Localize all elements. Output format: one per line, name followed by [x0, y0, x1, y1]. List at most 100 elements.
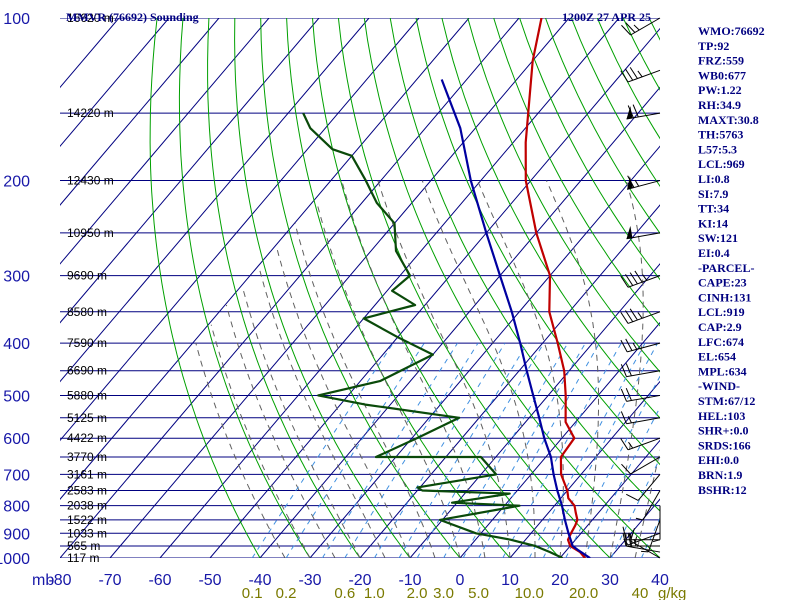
wind-barb-half-flag [628, 532, 632, 540]
height-label: 16620 m [67, 11, 114, 25]
wind-barb-flag [620, 411, 627, 424]
wind-barb-staff [626, 370, 661, 378]
wind-barb-pennant [627, 176, 633, 190]
temperature-tick-label: -50 [198, 572, 221, 589]
mixing-ratio-line [344, 342, 479, 558]
dry-adiabat-line [519, 18, 660, 281]
moist-adiabat-line [609, 180, 644, 558]
wind-barb-flag [627, 105, 634, 118]
height-label: 6690 m [67, 364, 107, 378]
mixing-ratio-label: 20.0 [569, 585, 598, 600]
index-line: CAPE:23 [698, 276, 747, 290]
wind-barb-flag [625, 22, 636, 33]
wind-barb [621, 456, 661, 475]
index-line: SW:121 [698, 231, 738, 245]
temperature-tick-label: 0 [456, 572, 465, 589]
height-label: 7590 m [67, 336, 107, 350]
wind-barb-staff [627, 69, 661, 83]
pressure-tick-label: 100 [3, 11, 30, 28]
mixing-ratio-line [285, 342, 425, 558]
isotherm-line [109, 18, 570, 558]
wind-barb [620, 308, 661, 324]
mixing-ratio-label: 0.6 [334, 585, 355, 600]
wind-barb-half-flag [634, 179, 640, 187]
mixing-ratio-label: 5.0 [468, 585, 489, 600]
axis-labels: 1002003004005006007008009001000-80-70-60… [0, 11, 669, 600]
wind-barb-half-flag [623, 538, 629, 546]
wind-barb-flag [620, 311, 629, 324]
wind-barbs [620, 17, 661, 559]
temperature-profile-line [524, 18, 586, 558]
isotherm-line [60, 18, 320, 324]
index-line: -PARCEL- [698, 261, 754, 275]
index-line: PW:1.22 [698, 83, 742, 97]
pressure-tick-label: 900 [3, 526, 30, 543]
wind-barb [620, 388, 661, 402]
index-line: LFC:674 [698, 335, 744, 349]
wind-barb [627, 175, 661, 190]
wind-barb [620, 363, 661, 378]
wind-barb-staff [627, 311, 661, 324]
index-line: LCL:969 [698, 157, 745, 171]
mixing-ratio-label: 1.0 [364, 585, 385, 600]
wind-barb-flag [620, 388, 627, 402]
isotherm-line [259, 86, 660, 558]
temperature-tick-label: -10 [398, 572, 421, 589]
isotherm-line [60, 18, 420, 442]
wind-barb [621, 17, 661, 36]
wind-barb [652, 505, 661, 543]
mixing-ratio-line [610, 457, 660, 558]
wind-barb-staff [626, 394, 661, 402]
wind-barb-flag [621, 24, 631, 36]
temperature-tick-label: -30 [298, 572, 321, 589]
pressure-tick-label: 300 [3, 269, 30, 286]
dry-adiabat-line [389, 18, 660, 512]
wind-barb-flag [621, 463, 631, 475]
wind-barb-flag [629, 67, 638, 79]
height-label: 10950 m [67, 226, 114, 240]
wind-barb-flag [625, 274, 634, 286]
index-line: SHR+:0.0 [698, 424, 749, 438]
pressure-tick-label: 700 [3, 467, 30, 484]
temperature-tick-label: -60 [148, 572, 171, 589]
height-label: 9690 m [67, 269, 107, 283]
dry-adiabat-line [415, 18, 660, 466]
wind-barb-flag [620, 275, 629, 288]
index-line: MPL:634 [698, 364, 747, 378]
isotherm-line [209, 27, 660, 558]
moist-adiabat-line [421, 180, 536, 558]
moist-adiabat-line [341, 180, 486, 558]
dry-adiabat-line [260, 18, 461, 558]
mixing-ratio-label: 0.1 [242, 585, 263, 600]
wind-barb-flag [629, 272, 638, 285]
isotherm-line [509, 380, 660, 558]
mixing-ratio-line [565, 375, 660, 558]
index-line: KI:14 [698, 216, 728, 230]
wind-barb-flag [625, 68, 634, 81]
isotherm-line [60, 18, 170, 148]
wind-barb-flag [620, 364, 627, 377]
pressure-tick-label: 600 [3, 431, 30, 448]
moist-adiabat-line [477, 180, 564, 558]
index-line: MAXT:30.8 [698, 113, 759, 127]
wind-barb-staff [642, 490, 661, 521]
index-line: BRN:1.9 [698, 468, 742, 482]
index-line: TH:5763 [698, 128, 743, 142]
index-line: FRZ:559 [698, 54, 744, 68]
wind-barb [620, 270, 661, 288]
pressure-tick-label: 500 [3, 388, 30, 405]
dry-adiabat-line [467, 18, 660, 373]
wind-barb [626, 474, 661, 501]
mixing-ratio-unit-label: g/kg [658, 585, 686, 600]
mixing-ratio-line [583, 406, 660, 558]
temperature-tick-label: -40 [248, 572, 271, 589]
height-label: 14220 m [67, 106, 114, 120]
moist-adiabat-line [377, 180, 511, 558]
wind-barb-pennant [626, 225, 633, 239]
temperature-tick-label: 30 [601, 572, 619, 589]
wind-barb-staff [630, 17, 661, 36]
wind-barb [620, 437, 661, 451]
moist-adiabat-line [258, 267, 386, 558]
mixing-ratio-label: 2.0 [407, 585, 428, 600]
temperature-tick-label: -20 [348, 572, 371, 589]
